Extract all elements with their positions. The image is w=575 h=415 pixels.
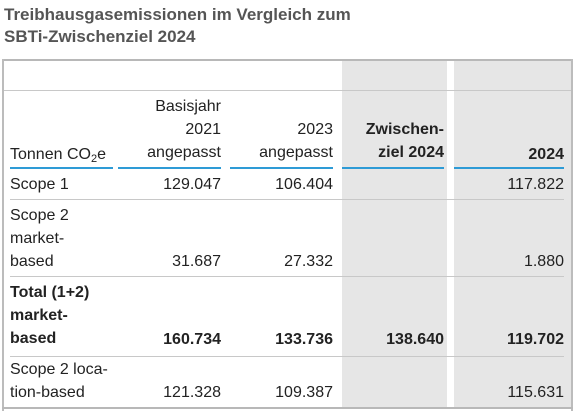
cell-2023: 133.736	[275, 331, 333, 348]
row-label-total: Total (1+2) market- based	[10, 284, 90, 347]
row-separator	[10, 276, 564, 277]
cell-base: 31.687	[172, 253, 221, 270]
row-separator	[10, 356, 564, 357]
table-top-border	[2, 59, 573, 61]
cell-2024: 119.702	[507, 331, 564, 348]
title-line-2: SBTi-Zwischenziel 2024	[4, 27, 196, 46]
header-accent-2023	[230, 167, 333, 169]
row-label-scope-2-market: Scope 2 market- based	[10, 207, 69, 270]
cell-2023: 109.387	[275, 384, 333, 401]
cell-interim: 138.640	[386, 331, 444, 348]
table-title: Treibhausgasemissionen im Vergleich zum …	[4, 4, 564, 48]
header-interim-target: Zwischen- ziel 2024	[365, 121, 444, 161]
row-label-scope-1: Scope 1	[10, 176, 69, 193]
header-2024: 2024	[528, 146, 564, 163]
header-accent-base	[118, 167, 221, 169]
cell-2023: 106.404	[275, 176, 333, 193]
header-top-rule	[4, 90, 571, 91]
header-accent-unit	[10, 167, 113, 169]
header-base-year: Basisjahr 2021 angepasst	[147, 98, 221, 161]
table-bottom-border	[2, 407, 573, 409]
header-unit: Tonnen CO2e	[10, 146, 106, 165]
cell-2024: 1.880	[523, 253, 564, 270]
cell-2024: 115.631	[507, 384, 564, 401]
table-left-border	[2, 59, 4, 411]
title-line-1: Treibhausgasemissionen im Vergleich zum	[4, 5, 351, 24]
row-label-scope-2-location: Scope 2 loca- tion-based	[10, 361, 108, 401]
cell-base: 121.328	[163, 384, 221, 401]
2024-column-shading	[454, 61, 571, 409]
header-accent-2024	[454, 167, 564, 169]
header-accent-interim	[342, 167, 444, 169]
header-2023: 2023 angepasst	[259, 121, 333, 161]
cell-base: 160.734	[163, 331, 221, 348]
cell-2023: 27.332	[284, 253, 333, 270]
table-right-border	[571, 59, 573, 411]
interim-column-shading	[342, 61, 447, 409]
row-separator	[10, 199, 564, 200]
cell-base: 129.047	[163, 176, 221, 193]
cell-2024: 117.822	[507, 176, 564, 193]
